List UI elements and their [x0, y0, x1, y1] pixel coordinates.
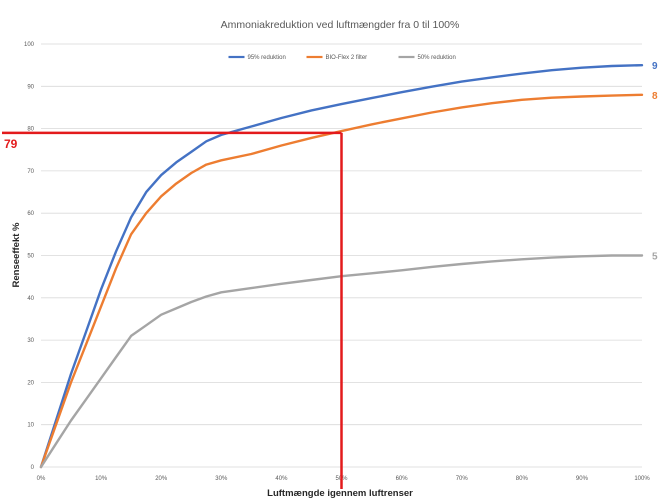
x-tick-label: 0%: [37, 476, 46, 482]
x-axis-title: Luftmængde igennem luftrenser: [267, 488, 413, 499]
series-line: [39, 254, 644, 469]
y-tick-label: 70: [27, 169, 34, 175]
y-tick-label: 100: [24, 42, 35, 48]
y-tick-label: 90: [27, 84, 34, 90]
y-tick-label: 10: [27, 423, 34, 429]
legend-label: 95% reduktion: [248, 55, 286, 61]
legend: 95% reduktion BIO-Flex 2 filter 50% redukt…: [228, 55, 456, 61]
y-tick-label: 40: [27, 296, 34, 302]
x-tick-label: 20%: [155, 476, 168, 482]
series-end-label: 8: [652, 91, 658, 102]
series-end-label: 9: [652, 61, 658, 72]
x-tick-label: 10%: [95, 476, 108, 482]
y-tick-label: 60: [27, 211, 34, 217]
legend-label: BIO-Flex 2 filter: [326, 55, 368, 61]
highlight-marker: 79: [2, 131, 343, 489]
y-tick-label: 80: [27, 127, 34, 133]
chart-title: Ammoniakreduktion ved luftmængder fra 0 …: [221, 19, 460, 31]
series-lines: 9 8 5: [39, 61, 658, 469]
y-tick-label: 0: [31, 465, 35, 471]
highlight-value-label: 79: [4, 137, 18, 151]
y-axis-title: Renseeffekt %: [11, 222, 22, 287]
x-tick-label: 80%: [516, 476, 529, 482]
y-tick-label: 50: [27, 254, 34, 260]
series-line: [39, 93, 644, 469]
x-tick-label: 40%: [275, 476, 288, 482]
x-tick-label: 70%: [456, 476, 469, 482]
legend-label: 50% reduktion: [418, 55, 456, 61]
x-tick-label: 30%: [215, 476, 228, 482]
x-tick-label: 100%: [634, 476, 650, 482]
axes: 01020304050607080901000%10%20%30%40%50%6…: [24, 42, 650, 482]
x-tick-label: 60%: [396, 476, 409, 482]
series-end-label: 5: [652, 252, 658, 263]
y-tick-label: 30: [27, 338, 34, 344]
series-line: [39, 64, 644, 469]
y-tick-label: 20: [27, 380, 34, 386]
x-tick-label: 90%: [576, 476, 589, 482]
